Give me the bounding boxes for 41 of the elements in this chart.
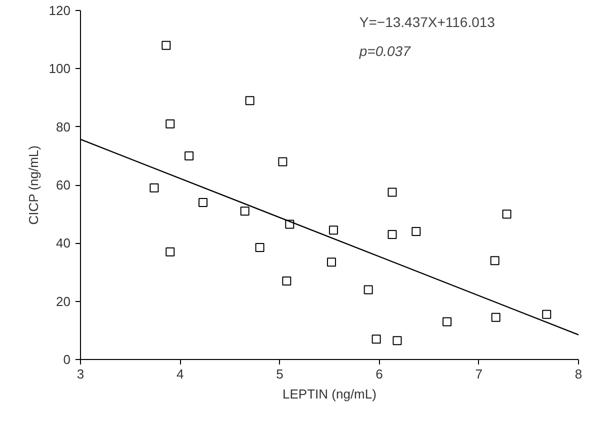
point	[388, 188, 397, 197]
point	[255, 243, 264, 252]
point	[490, 256, 500, 266]
y-tick-label: 60	[56, 178, 71, 192]
x-tick-label: 8	[574, 366, 582, 382]
point	[392, 336, 402, 346]
point	[184, 151, 194, 160]
annotation: Y=−13.437X+116.013	[359, 14, 496, 30]
point	[388, 230, 397, 239]
point	[162, 40, 171, 50]
y-tick-label: 40	[56, 236, 71, 251]
point	[166, 119, 175, 128]
x-tick-label: 3	[76, 366, 84, 382]
x-tick-label: 6	[376, 366, 383, 382]
point	[326, 258, 336, 267]
annotation: p=0.037	[358, 43, 412, 60]
x-tick-label: 4	[176, 366, 184, 382]
x-axis-title: LEPTIN (ng/mL)	[282, 386, 376, 402]
point	[491, 312, 500, 322]
point	[412, 227, 421, 236]
y-tick-label: 0	[63, 352, 71, 367]
x-tick-label: 5	[276, 366, 284, 382]
point	[372, 334, 381, 344]
point	[245, 96, 254, 106]
y-axis-title: CICP (ng/mL)	[26, 145, 41, 225]
point	[166, 247, 175, 256]
point	[240, 206, 250, 216]
point	[150, 183, 159, 192]
point	[542, 310, 552, 319]
y-tick-label: 20	[56, 294, 71, 309]
x-tick-label: 7	[475, 366, 483, 382]
y-tick-label: 80	[56, 119, 71, 134]
point	[364, 285, 373, 294]
point	[328, 226, 338, 235]
y-tick-label: 100	[48, 61, 71, 76]
point	[278, 157, 288, 166]
point	[282, 276, 292, 286]
point	[442, 317, 452, 326]
point	[198, 198, 208, 207]
y-tick-label: 120	[48, 3, 71, 18]
point	[502, 210, 512, 219]
